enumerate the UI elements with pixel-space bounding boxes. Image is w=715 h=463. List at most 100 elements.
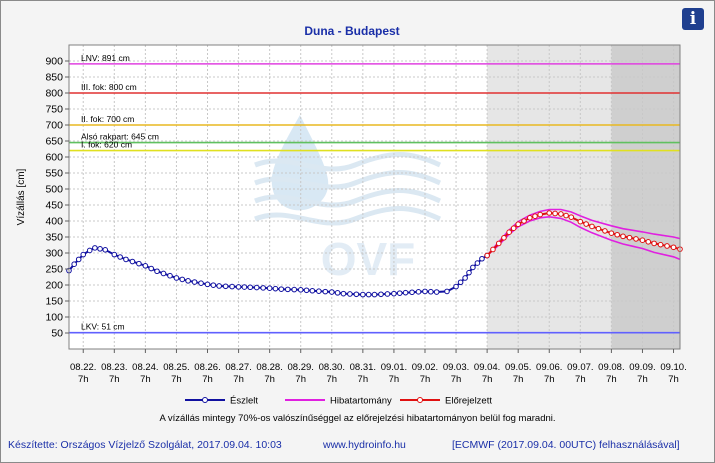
info-icon[interactable]: i [682,8,704,30]
x-tick-hour-label: 7h [295,374,306,385]
observed-marker [142,263,149,269]
forecast-marker [558,211,564,217]
observed-marker [415,289,422,295]
observed-marker [391,290,397,297]
chart-title: Duna - Budapest [304,24,399,38]
forecast-marker [546,210,553,216]
forecast-marker [568,214,575,220]
x-tick-date-label: 09.06. [536,362,562,373]
observed-marker [457,279,464,286]
forecast-marker [651,240,657,247]
x-tick-date-label: 08.31. [350,362,376,373]
y-tick-label: 750 [45,104,63,116]
forecast-marker [563,212,569,219]
observed-marker [428,288,434,295]
x-tick-date-label: 08.23. [101,362,127,373]
footer-model: [ECMWF (2017.09.04. 00UTC) felhasználásá… [452,439,680,451]
x-tick-hour-label: 7h [544,374,555,385]
forecast-marker [633,236,639,242]
observed-marker [80,251,87,258]
observed-marker [160,270,167,277]
watermark-wave [254,170,442,190]
x-tick-hour-label: 7h [451,374,462,385]
observed-marker [235,284,242,290]
threshold-label: LKV: 51 cm [81,322,125,332]
observed-marker [154,268,160,275]
legend-label: Észlelt [230,396,258,407]
series-group [66,208,683,298]
x-tick-date-label: 08.29. [288,362,314,373]
observed-marker [474,260,481,266]
observed-marker [322,288,329,295]
observed-marker [444,288,450,295]
legend-label: Hibatartomány [330,396,392,407]
x-tick-date-label: 09.07. [567,362,593,373]
forecast-marker [552,210,558,217]
observed-marker [316,288,322,294]
x-tick-date-label: 08.24. [132,362,158,373]
y-axis-label: Vízállás [cm] [16,168,27,225]
observed-marker [347,291,353,297]
forecast-marker [620,233,626,240]
observed-marker [334,290,341,296]
plot-border [68,44,681,350]
legend-swatch-marker [417,397,423,403]
watermark-text: OVF [321,233,416,285]
forecast-marker [608,230,615,236]
footer-website-link[interactable]: www.hydroinfo.hu [323,439,406,451]
threshold-label: III. fok: 800 cm [81,82,137,92]
forecast-marker [583,221,589,227]
forecast-marker [501,235,507,241]
observed-marker [173,275,180,281]
y-tick-label: 200 [45,280,63,292]
forecast-marker [614,231,621,238]
x-tick-date-label: 08.28. [256,362,282,373]
observed-marker [148,265,155,272]
observed-marker [191,279,198,285]
y-tick-label: 100 [45,312,63,324]
y-tick-label: 150 [45,296,63,308]
x-axis: 08.22.7h08.23.7h08.24.7h08.25.7h08.26.7h… [70,349,687,385]
observed-marker [272,285,279,292]
forecast-marker [490,246,496,253]
x-tick-hour-label: 7h [575,374,586,385]
x-tick-hour-label: 7h [482,374,493,385]
observed-marker [117,254,123,260]
y-tick-label: 650 [45,136,63,148]
x-tick-hour-label: 7h [513,374,524,385]
x-tick-hour-label: 7h [637,374,648,385]
y-axis: 50 100 150 200 250 300 350 400 450 500 550 600 650 70… [45,56,69,340]
forecast-marker [515,221,521,227]
x-tick-date-label: 09.02. [412,362,438,373]
x-tick-hour-label: 7h [326,374,337,385]
footer-author: Készítette: Országos Vízjelző Szolgálat,… [8,439,282,451]
observed-marker [470,264,476,271]
x-tick-date-label: 08.26. [194,362,220,373]
x-tick-hour-label: 7h [606,374,617,385]
legend-label: Előrejelzett [445,396,492,407]
x-tick-date-label: 08.25. [163,362,189,373]
y-tick-label: 850 [45,72,63,84]
y-tick-label: 900 [45,56,63,68]
y-tick-label: 600 [45,152,63,164]
y-tick-label: 250 [45,264,63,276]
x-tick-hour-label: 7h [109,374,120,385]
observed-marker [216,283,222,289]
observed-marker [179,276,186,283]
y-tick-label: 450 [45,200,63,212]
forecast-marker [537,211,543,218]
observed-marker [247,284,254,291]
forecast-note: A vízállás mintegy 70%-os valószínűségge… [159,413,556,424]
observed-marker [92,245,98,251]
forecast-marker [657,241,664,248]
observed-marker [241,284,248,290]
x-tick-hour-label: 7h [420,374,431,385]
observed-marker [284,286,291,293]
observed-marker [297,287,304,293]
forecast-marker [595,225,602,232]
observed-marker [253,284,260,291]
observed-marker [365,291,372,298]
x-tick-hour-label: 7h [358,374,369,385]
observed-marker [378,291,384,298]
y-tick-label: 300 [45,248,63,260]
